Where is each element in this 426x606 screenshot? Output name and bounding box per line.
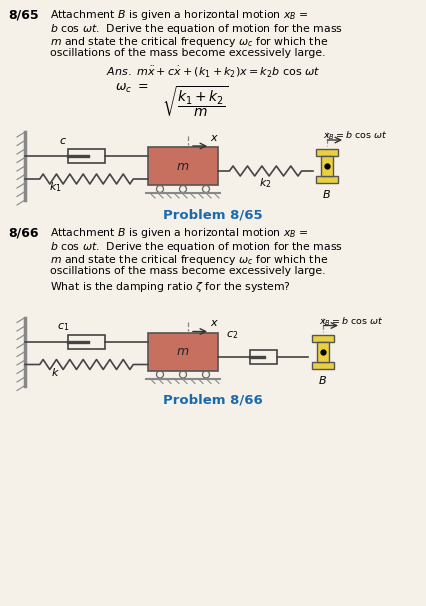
Bar [317,342,329,362]
Text: B: B [323,190,331,200]
Text: $x$: $x$ [210,133,219,143]
Text: c: c [60,136,66,146]
Text: B: B [319,376,327,385]
Text: Attachment $B$ is given a horizontal motion $x_B$ =: Attachment $B$ is given a horizontal mot… [50,226,308,240]
Text: $x_B = b\ \mathrm{cos}\ \omega t$: $x_B = b\ \mathrm{cos}\ \omega t$ [323,130,388,142]
Text: $\mathit{Ans.}\ m\ddot{x} + c\dot{x} + (k_1 + k_2)x = k_2 b\ \mathrm{cos}\ \omeg: $\mathit{Ans.}\ m\ddot{x} + c\dot{x} + (… [106,64,320,79]
Text: oscillations of the mass become excessively large.: oscillations of the mass become excessiv… [50,48,325,59]
Bar [148,333,218,370]
Text: $m$ and state the critical frequency $\omega_c$ for which the: $m$ and state the critical frequency $\o… [50,35,328,49]
Bar [321,156,333,176]
Bar [312,335,334,342]
Text: m: m [177,345,189,358]
Text: Problem 8/65: Problem 8/65 [163,208,263,221]
Text: $k_1$: $k_1$ [49,180,61,194]
Text: $c_2$: $c_2$ [226,330,238,341]
Text: oscillations of the mass become excessively large.: oscillations of the mass become excessiv… [50,267,325,276]
Text: $k$: $k$ [51,365,59,378]
Bar [316,149,338,156]
Bar [148,147,218,185]
Text: $k_2$: $k_2$ [259,176,272,190]
Text: Problem 8/66: Problem 8/66 [163,393,263,407]
Text: $\sqrt{\dfrac{k_1 + k_2}{m}}$: $\sqrt{\dfrac{k_1 + k_2}{m}}$ [161,84,228,119]
Text: $x_B = b\ \mathrm{cos}\ \omega t$: $x_B = b\ \mathrm{cos}\ \omega t$ [319,316,383,328]
Bar [250,350,276,364]
Bar [68,149,105,163]
Text: $b$ cos $\omega t$.  Derive the equation of motion for the mass: $b$ cos $\omega t$. Derive the equation … [50,21,343,36]
Text: What is the damping ratio $\zeta$ for the system?: What is the damping ratio $\zeta$ for th… [50,280,291,294]
Text: 8/65: 8/65 [8,8,39,21]
Text: Attachment $B$ is given a horizontal motion $x_B$ =: Attachment $B$ is given a horizontal mot… [50,8,308,22]
Text: 8/66: 8/66 [8,226,38,239]
Text: $x$: $x$ [210,319,219,328]
Bar [316,176,338,183]
Text: m: m [177,159,189,173]
Text: $\omega_c\ =$: $\omega_c\ =$ [115,81,148,95]
Text: $b$ cos $\omega t$.  Derive the equation of motion for the mass: $b$ cos $\omega t$. Derive the equation … [50,239,343,253]
Bar [68,335,105,348]
Bar [312,362,334,368]
Text: $c_1$: $c_1$ [57,322,69,333]
Text: $m$ and state the critical frequency $\omega_c$ for which the: $m$ and state the critical frequency $\o… [50,253,328,267]
